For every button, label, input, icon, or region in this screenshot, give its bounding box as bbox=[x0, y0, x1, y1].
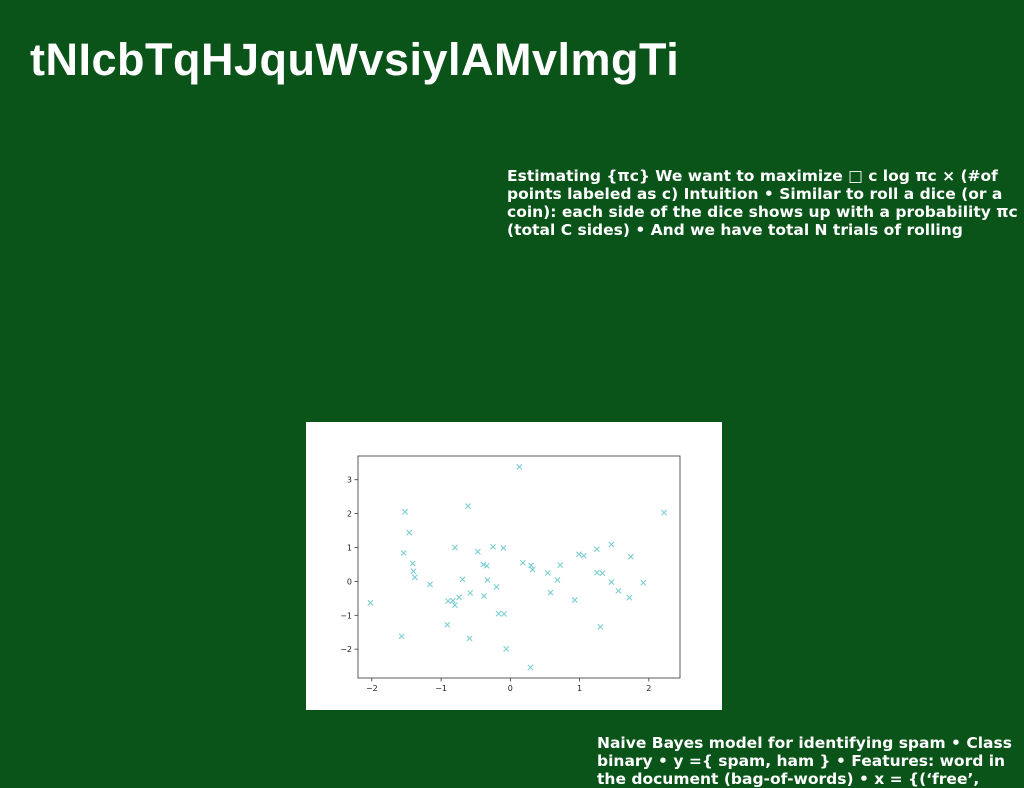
body-text-estimating: Estimating {πc} We want to maximize □ c … bbox=[507, 167, 1018, 239]
scatter-point bbox=[451, 602, 458, 609]
y-tick-label: 2 bbox=[347, 510, 352, 519]
scatter-point bbox=[466, 635, 473, 642]
scatter-point bbox=[400, 549, 407, 556]
plot-area-frame bbox=[357, 455, 681, 679]
scatter-point bbox=[410, 568, 417, 575]
scatter-point bbox=[571, 597, 578, 604]
scatter-point bbox=[481, 592, 488, 599]
scatter-point bbox=[402, 508, 409, 515]
x-tick-label: 1 bbox=[577, 684, 582, 693]
scatter-plot: −2 −1 0 1 2 −2 −1 0 1 2 3 bbox=[340, 455, 681, 693]
scatter-point bbox=[554, 577, 561, 584]
x-tick-label: −1 bbox=[435, 684, 447, 693]
slide-title: tNIcbTqHJquWvsiylAMvlmgTi bbox=[30, 34, 680, 85]
scatter-point bbox=[503, 645, 510, 652]
scatter-points bbox=[367, 463, 668, 671]
scatter-point bbox=[544, 569, 551, 576]
scatter-point bbox=[465, 503, 472, 510]
scatter-point bbox=[626, 594, 633, 601]
y-tick-label: 0 bbox=[347, 577, 352, 586]
scatter-point bbox=[474, 548, 481, 555]
scatter-point bbox=[661, 509, 668, 516]
x-tick-label: 0 bbox=[508, 684, 513, 693]
scatter-point bbox=[597, 623, 604, 630]
scatter-point bbox=[528, 562, 535, 569]
scatter-point bbox=[593, 569, 600, 576]
scatter-point bbox=[406, 529, 413, 536]
scatter-point bbox=[580, 552, 587, 559]
scatter-point bbox=[519, 559, 526, 566]
scatter-point bbox=[444, 621, 451, 628]
scatter-point bbox=[495, 610, 502, 617]
scatter-point bbox=[490, 543, 497, 550]
scatter-point bbox=[427, 581, 434, 588]
scatter-point bbox=[484, 577, 491, 584]
x-tick-label: −2 bbox=[366, 684, 378, 693]
scatter-point bbox=[367, 599, 374, 606]
scatter-point bbox=[411, 574, 418, 581]
y-tick-label: −1 bbox=[340, 611, 352, 620]
body-text-naive-bayes: Naive Bayes model for identifying spam •… bbox=[597, 734, 1012, 788]
y-axis: −2 −1 0 1 2 3 bbox=[340, 476, 358, 654]
y-tick-label: 3 bbox=[347, 476, 352, 485]
scatter-point bbox=[459, 576, 466, 583]
scatter-figure: −2 −1 0 1 2 −2 −1 0 1 2 3 bbox=[306, 422, 722, 710]
scatter-point bbox=[483, 562, 490, 569]
scatter-point bbox=[575, 551, 582, 558]
scatter-point bbox=[409, 560, 416, 567]
x-axis: −2 −1 0 1 2 bbox=[366, 678, 651, 693]
scatter-point bbox=[627, 553, 634, 560]
scatter-point bbox=[599, 570, 606, 577]
scatter-point bbox=[529, 566, 536, 573]
scatter-point bbox=[527, 664, 534, 671]
scatter-point bbox=[398, 633, 405, 640]
scatter-point bbox=[640, 579, 647, 586]
y-tick-label: 1 bbox=[347, 544, 352, 553]
scatter-point bbox=[467, 589, 474, 596]
scatter-point bbox=[557, 562, 564, 569]
scatter-point bbox=[456, 594, 463, 601]
scatter-point bbox=[449, 597, 456, 604]
scatter-point bbox=[445, 598, 452, 605]
scatter-point bbox=[547, 589, 554, 596]
y-tick-label: −2 bbox=[340, 645, 352, 654]
scatter-point bbox=[608, 541, 615, 548]
scatter-point bbox=[500, 544, 507, 551]
scatter-point bbox=[615, 587, 622, 594]
scatter-point bbox=[493, 583, 500, 590]
scatter-point bbox=[593, 546, 600, 553]
scatter-point bbox=[608, 579, 615, 586]
scatter-point bbox=[516, 463, 523, 470]
x-tick-label: 2 bbox=[646, 684, 651, 693]
scatter-point bbox=[480, 561, 487, 568]
scatter-point bbox=[501, 610, 508, 617]
scatter-point bbox=[451, 544, 458, 551]
